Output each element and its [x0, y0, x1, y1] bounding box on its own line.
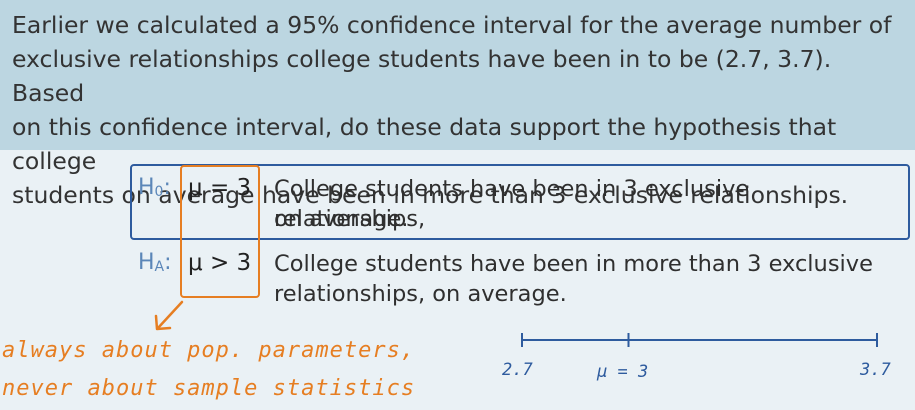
annotation-line-1: always about pop. parameters,: [2, 338, 416, 363]
annotation-arrow-icon: [154, 300, 184, 331]
number-line-label-mu: μ = 3: [597, 362, 649, 382]
parameter-highlight-box: [180, 165, 260, 298]
question-line-4: students on average have been in more th…: [12, 181, 849, 209]
question-line-2: exclusive relationships college students…: [12, 45, 832, 107]
null-hypothesis-symbol: H0:: [138, 175, 171, 200]
alt-hypothesis-description-line-1: College students have been in more than …: [274, 251, 873, 277]
alt-hypothesis-equation: μ > 3: [188, 250, 252, 276]
alt-hypothesis-symbol: HA:: [138, 250, 172, 275]
null-hypothesis-description-line-1: College students have been in 3 exclusiv…: [274, 176, 750, 232]
annotation-line-2: never about sample statistics: [2, 376, 416, 401]
null-hypothesis-description-line-2: on average.: [274, 206, 409, 232]
question-line-1: Earlier we calculated a 95% confidence i…: [12, 11, 892, 39]
question-box: Earlier we calculated a 95% confidence i…: [0, 0, 915, 209]
number-line-label-left: 2.7: [502, 360, 533, 380]
number-line-label-right: 3.7: [860, 360, 891, 380]
null-hypothesis-equation: μ = 3: [188, 175, 252, 201]
question-line-3: on this confidence interval, do these da…: [12, 113, 837, 175]
null-hypothesis-outline: [130, 164, 910, 240]
alt-hypothesis-description-line-2: relationships, on average.: [274, 281, 567, 307]
